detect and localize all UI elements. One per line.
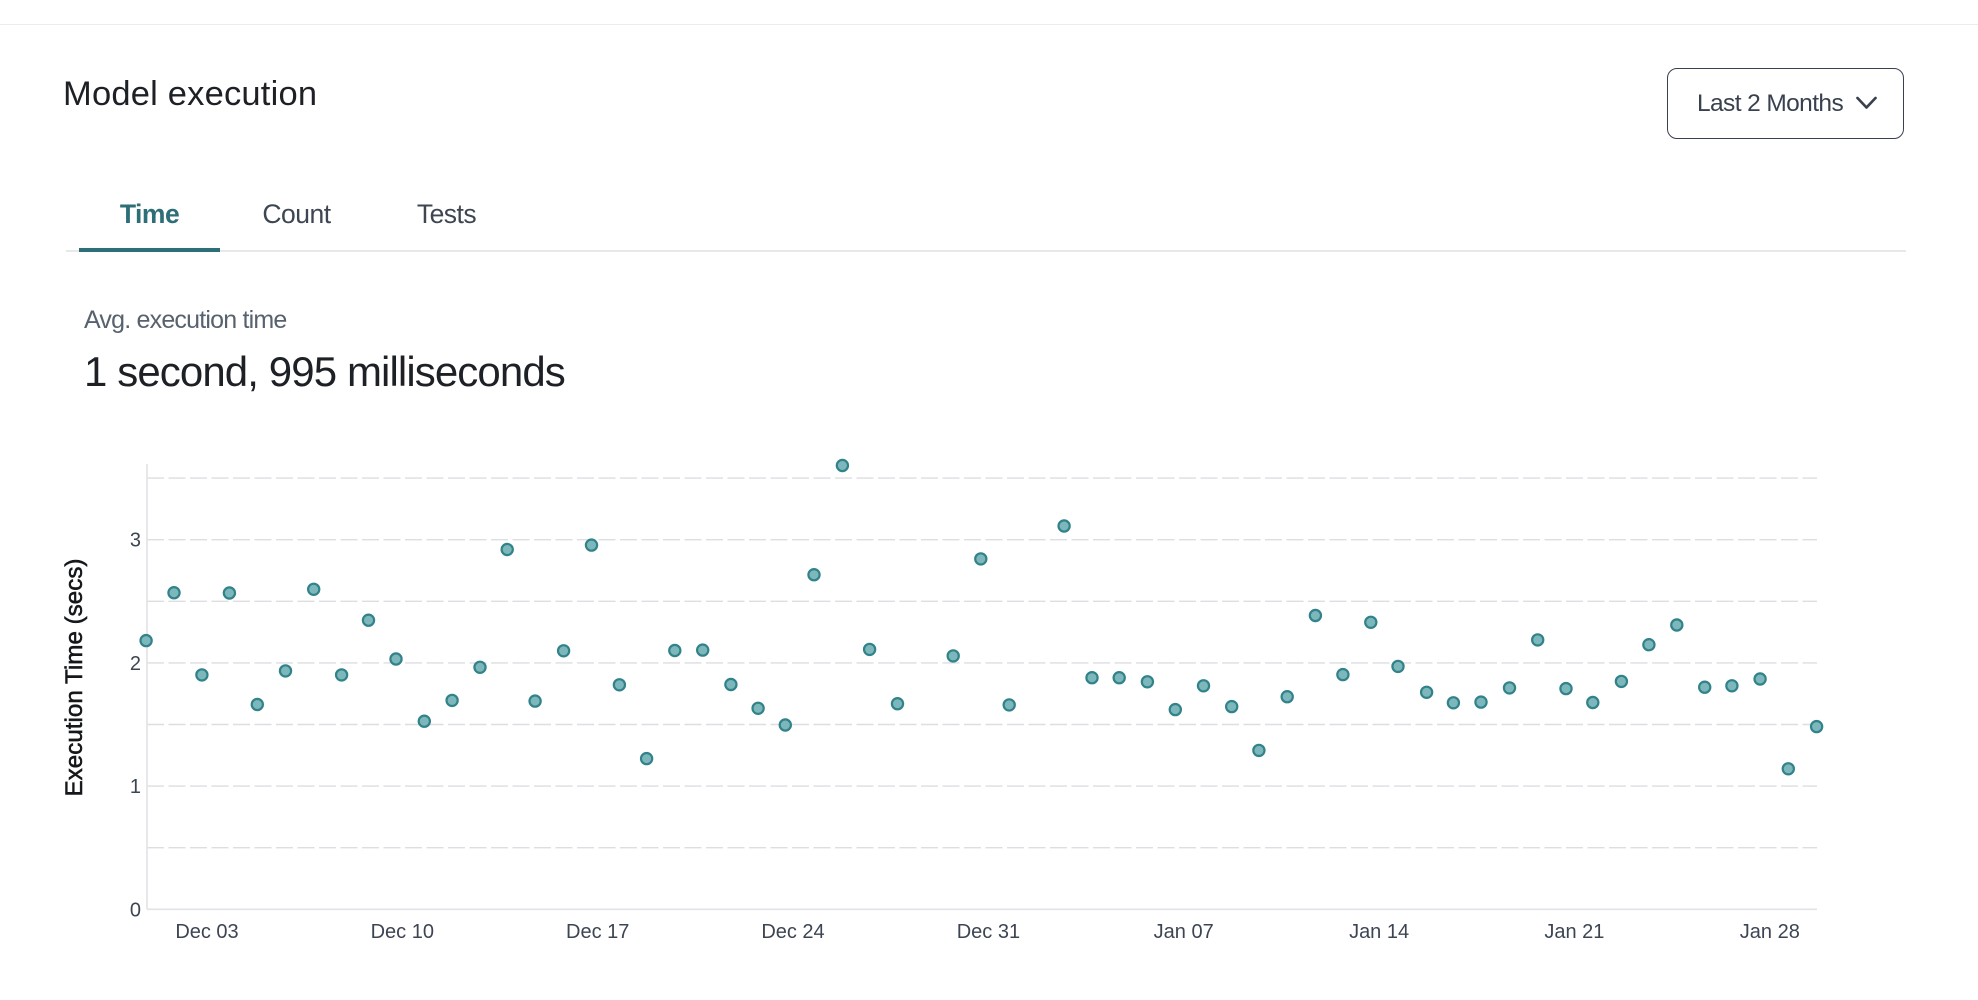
- svg-text:Jan 14: Jan 14: [1349, 921, 1409, 943]
- svg-text:Dec 31: Dec 31: [957, 921, 1020, 943]
- svg-text:Dec 03: Dec 03: [175, 921, 238, 943]
- svg-text:Dec 10: Dec 10: [371, 921, 434, 943]
- svg-text:Jan 21: Jan 21: [1544, 921, 1604, 943]
- svg-text:2: 2: [130, 653, 141, 675]
- svg-text:Jan 07: Jan 07: [1154, 921, 1214, 943]
- svg-text:Dec 17: Dec 17: [566, 921, 629, 943]
- svg-text:1: 1: [130, 776, 141, 798]
- svg-text:Dec 24: Dec 24: [761, 921, 824, 943]
- svg-text:0: 0: [130, 899, 141, 921]
- svg-text:Execution Time (secs): Execution Time (secs): [61, 559, 88, 797]
- svg-text:Jan 28: Jan 28: [1740, 921, 1800, 943]
- svg-text:3: 3: [130, 530, 141, 552]
